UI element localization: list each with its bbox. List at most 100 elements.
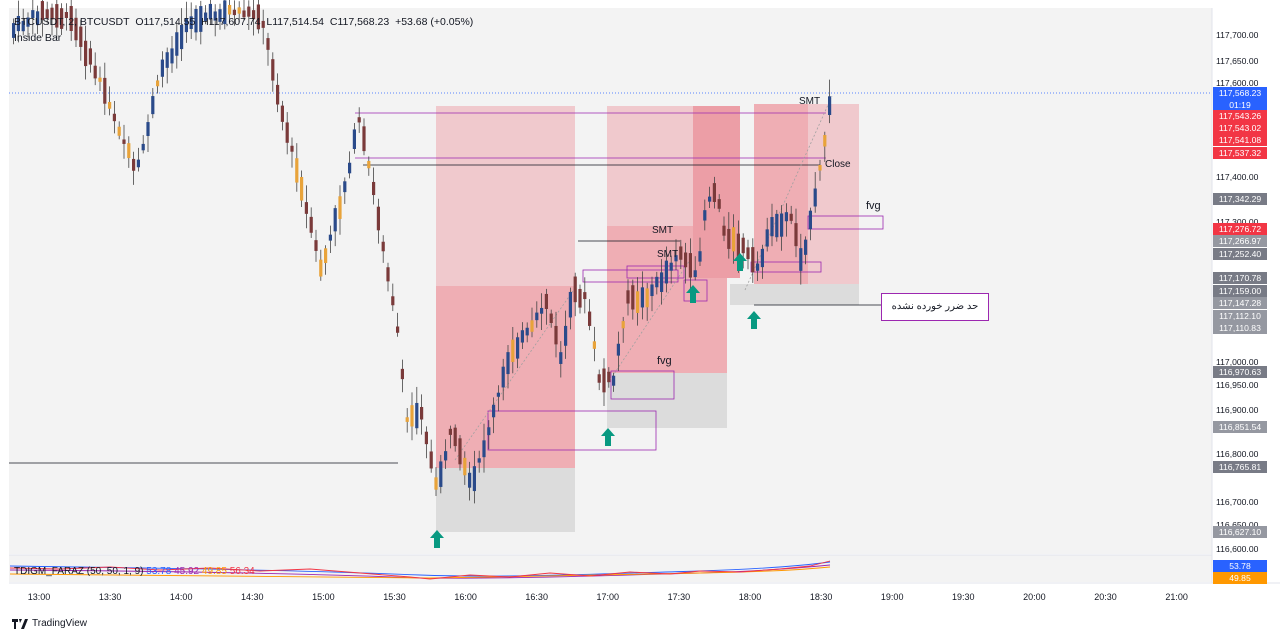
- candle: [170, 48, 174, 64]
- candle: [511, 339, 515, 362]
- time-axis-label: 16:00: [454, 592, 477, 602]
- symbol-name[interactable]: BTCUSDT, 2, BTCUSDT: [14, 16, 130, 28]
- time-axis-label: 13:00: [27, 592, 51, 602]
- trend-lines: [454, 95, 833, 461]
- candle: [386, 267, 390, 282]
- price-tag: 116,627.10: [1213, 526, 1267, 538]
- candle: [530, 320, 534, 332]
- candle: [324, 248, 328, 264]
- candle: [136, 159, 140, 168]
- candle: [348, 162, 352, 174]
- price-axis-label: 116,700.00: [1216, 497, 1259, 507]
- candle: [602, 368, 606, 393]
- price-tag: 117,276.72: [1213, 223, 1267, 235]
- price-axis-label: 117,600.00: [1216, 78, 1259, 88]
- candle: [405, 417, 409, 422]
- indicator-name: TDIGM_FARAZ (50, 50, 1, 9): [14, 566, 144, 577]
- candle: [194, 8, 198, 33]
- change-value: +53.68 (+0.05%): [395, 16, 474, 28]
- candle: [266, 38, 270, 50]
- candle: [501, 366, 505, 388]
- candle: [372, 181, 376, 196]
- candle: [439, 461, 443, 487]
- candle: [55, 4, 59, 28]
- arrow-up-icon: [733, 253, 747, 271]
- candle: [492, 404, 496, 418]
- candle: [453, 427, 457, 447]
- candle: [213, 11, 217, 21]
- candle: [69, 5, 73, 31]
- tradingview-icon: [12, 618, 28, 629]
- candle: [756, 263, 760, 271]
- zone-1-mid: [436, 286, 575, 468]
- candle: [592, 341, 596, 349]
- price-tag: 117,170.78: [1213, 272, 1267, 284]
- candle: [295, 158, 299, 183]
- candle: [698, 251, 702, 262]
- candle: [400, 368, 404, 380]
- candle: [232, 9, 236, 16]
- candle: [799, 248, 803, 271]
- candle: [477, 458, 481, 463]
- candle: [314, 240, 318, 251]
- price-tag: 117,537.32: [1213, 147, 1267, 159]
- candle: [36, 11, 40, 26]
- candle: [736, 233, 740, 258]
- time-axis-label: 17:00: [596, 592, 620, 602]
- candle: [708, 196, 712, 202]
- indicator-legend[interactable]: Inside Bar: [14, 32, 62, 44]
- price-tag: 117,110.83: [1213, 322, 1267, 334]
- candle: [141, 143, 145, 151]
- candle: [237, 7, 241, 14]
- candle: [338, 196, 342, 219]
- time-axis-label: 14:30: [241, 592, 264, 602]
- candle: [674, 255, 678, 262]
- tradingview-logo[interactable]: TradingView: [12, 618, 87, 629]
- close-value: 117,568.23: [337, 16, 390, 28]
- smt-label: SMT: [652, 225, 674, 236]
- price-axis-label: 117,400.00: [1216, 172, 1259, 182]
- candle: [828, 96, 832, 116]
- price-axis-label: 116,650.00: [1216, 520, 1259, 530]
- candle: [175, 32, 179, 56]
- candle: [660, 272, 664, 292]
- candle: [50, 7, 54, 20]
- price-axis-label: 116,900.00: [1216, 405, 1259, 415]
- candle: [568, 291, 572, 318]
- candle: [597, 374, 601, 383]
- open-value: 117,514.55: [143, 16, 196, 28]
- candle: [813, 188, 817, 207]
- symbol-legend[interactable]: BTCUSDT, 2, BTCUSDT O117,514.55 H117,607…: [14, 16, 474, 28]
- candle: [93, 65, 97, 79]
- time-axis-label: 17:30: [667, 592, 691, 602]
- time-axis-label: 20:00: [1023, 592, 1046, 602]
- candle: [16, 15, 20, 32]
- indicator-value: 45.92: [174, 566, 200, 577]
- candle: [746, 247, 750, 260]
- candle: [693, 270, 697, 278]
- candle: [256, 4, 260, 30]
- candle: [712, 183, 716, 202]
- candle: [184, 18, 188, 33]
- candle: [146, 122, 150, 136]
- indicator-pane-legend[interactable]: TDIGM_FARAZ (50, 50, 1, 9) 53.78 45.92 4…: [14, 566, 255, 577]
- candle: [280, 105, 284, 122]
- candle: [458, 438, 462, 465]
- time-axis-label: 21:00: [1165, 592, 1188, 602]
- candle: [444, 451, 448, 461]
- time-axis-label: 15:30: [383, 592, 406, 602]
- candle: [727, 228, 731, 249]
- indicator-tag: 49.85: [1213, 572, 1267, 584]
- candle: [21, 20, 25, 32]
- price-tag: 117,541.08: [1213, 134, 1267, 146]
- candle: [367, 161, 371, 169]
- candle: [516, 337, 520, 359]
- candle: [650, 284, 654, 297]
- candle: [343, 181, 347, 193]
- candle: [789, 213, 793, 221]
- candle: [79, 26, 83, 47]
- candle: [84, 40, 88, 67]
- candle: [304, 202, 308, 214]
